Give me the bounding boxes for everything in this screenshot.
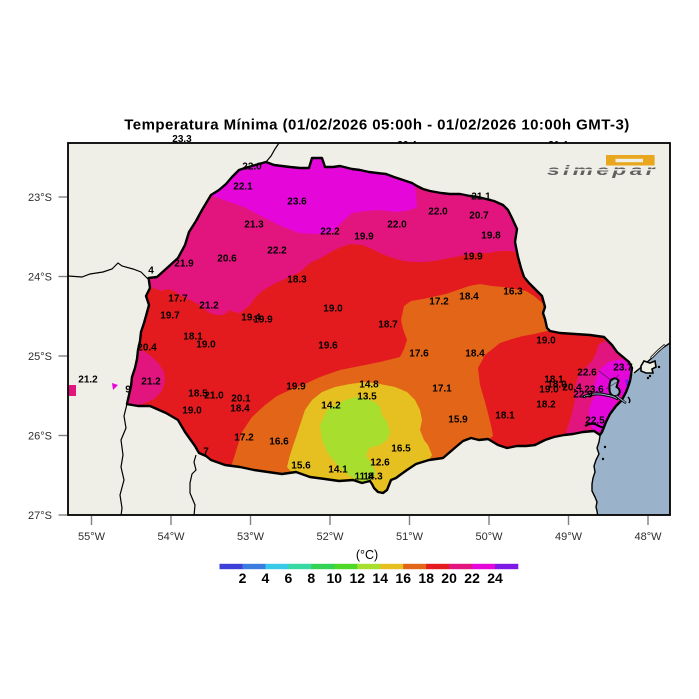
svg-text:19.0: 19.0 — [323, 304, 343, 315]
svg-text:20.7: 20.7 — [469, 211, 489, 222]
svg-text:25°S: 25°S — [28, 351, 52, 363]
svg-text:22.2: 22.2 — [320, 227, 340, 238]
svg-text:20.4: 20.4 — [137, 343, 157, 354]
svg-text:18: 18 — [418, 570, 434, 586]
svg-text:19.4: 19.4 — [241, 313, 261, 324]
svg-text:18.5: 18.5 — [188, 389, 208, 400]
svg-text:8: 8 — [307, 570, 315, 586]
svg-text:54°W: 54°W — [157, 531, 185, 543]
svg-text:21.2: 21.2 — [141, 377, 161, 388]
svg-text:55°W: 55°W — [78, 531, 106, 543]
svg-text:22.0: 22.0 — [242, 162, 262, 173]
svg-text:17.2: 17.2 — [234, 433, 254, 444]
svg-text:18.0: 18.0 — [547, 380, 567, 391]
svg-text:17.7: 17.7 — [168, 294, 188, 305]
svg-text:19.0: 19.0 — [196, 340, 216, 351]
svg-text:12: 12 — [350, 570, 366, 586]
svg-text:51°W: 51°W — [396, 531, 424, 543]
svg-text:18.2: 18.2 — [536, 400, 556, 411]
svg-text:15.9: 15.9 — [448, 415, 468, 426]
svg-text:18.1: 18.1 — [183, 332, 203, 343]
svg-text:17.1: 17.1 — [432, 384, 452, 395]
svg-text:19.9: 19.9 — [463, 252, 483, 263]
svg-text:9: 9 — [125, 385, 131, 396]
svg-text:14.8: 14.8 — [359, 380, 379, 391]
svg-text:14.1: 14.1 — [328, 465, 348, 476]
svg-text:19.8: 19.8 — [481, 231, 501, 242]
svg-text:20.4: 20.4 — [397, 140, 417, 151]
svg-text:19.0: 19.0 — [536, 336, 556, 347]
svg-text:21.2: 21.2 — [78, 375, 98, 386]
svg-text:17.6: 17.6 — [409, 349, 429, 360]
svg-text:21.9: 21.9 — [174, 259, 194, 270]
svg-text:23.6: 23.6 — [584, 385, 604, 396]
svg-text:6: 6 — [285, 570, 293, 586]
svg-text:22.9: 22.9 — [573, 390, 593, 401]
svg-text:16: 16 — [395, 570, 411, 586]
svg-text:4: 4 — [148, 266, 154, 277]
svg-text:24°S: 24°S — [28, 272, 52, 284]
svg-text:18.1: 18.1 — [544, 375, 564, 386]
svg-text:27°S: 27°S — [28, 510, 52, 522]
svg-text:22.6: 22.6 — [577, 368, 597, 379]
svg-text:20.6: 20.6 — [217, 254, 237, 265]
svg-text:22.5: 22.5 — [585, 416, 605, 427]
svg-text:14.2: 14.2 — [321, 401, 341, 412]
svg-text:18.1: 18.1 — [495, 411, 515, 422]
svg-text:15.6: 15.6 — [291, 461, 311, 472]
svg-text:22.0: 22.0 — [387, 220, 407, 231]
svg-text:22.2: 22.2 — [267, 246, 287, 257]
svg-text:23.6: 23.6 — [287, 197, 307, 208]
svg-text:18.4: 18.4 — [230, 404, 250, 415]
svg-text:16.6: 16.6 — [269, 437, 289, 448]
svg-text:23.7: 23.7 — [613, 363, 633, 374]
svg-text:21.2: 21.2 — [199, 301, 219, 312]
svg-text:18.4: 18.4 — [459, 292, 479, 303]
svg-text:14.3: 14.3 — [363, 472, 383, 483]
svg-text:10: 10 — [327, 570, 343, 586]
svg-text:21.3: 21.3 — [244, 220, 264, 231]
svg-text:11.8: 11.8 — [355, 472, 374, 483]
svg-text:52°W: 52°W — [316, 531, 344, 543]
svg-text:19.7: 19.7 — [160, 311, 180, 322]
svg-text:18.7: 18.7 — [378, 320, 398, 331]
svg-text:23°S: 23°S — [28, 192, 52, 204]
svg-text:19.0: 19.0 — [539, 385, 559, 396]
svg-text:14: 14 — [372, 570, 388, 586]
svg-text:7: 7 — [203, 447, 209, 458]
svg-text:21.4: 21.4 — [548, 140, 568, 151]
svg-text:20: 20 — [441, 570, 457, 586]
svg-text:19.9: 19.9 — [286, 382, 306, 393]
svg-text:24: 24 — [487, 570, 503, 586]
svg-text:22.0: 22.0 — [428, 207, 448, 218]
svg-text:22: 22 — [464, 570, 480, 586]
svg-text:16.3: 16.3 — [503, 287, 523, 298]
svg-text:16.5: 16.5 — [391, 444, 411, 455]
svg-text:49°W: 49°W — [555, 531, 583, 543]
svg-text:(°C): (°C) — [356, 548, 378, 562]
svg-text:19.9: 19.9 — [253, 315, 273, 326]
svg-text:12.6: 12.6 — [370, 458, 390, 469]
svg-text:20.4: 20.4 — [562, 383, 582, 394]
svg-text:20.1: 20.1 — [231, 394, 251, 405]
svg-text:53°W: 53°W — [237, 531, 265, 543]
svg-text:2: 2 — [239, 570, 247, 586]
svg-text:4: 4 — [262, 570, 270, 586]
svg-text:21.1: 21.1 — [471, 192, 491, 203]
svg-text:26°S: 26°S — [28, 431, 52, 443]
svg-text:23.3: 23.3 — [172, 134, 192, 145]
svg-text:19.0: 19.0 — [182, 406, 202, 417]
svg-text:50°W: 50°W — [475, 531, 503, 543]
svg-text:18.4: 18.4 — [465, 349, 485, 360]
svg-text:18.3: 18.3 — [287, 275, 307, 286]
svg-text:13.5: 13.5 — [357, 392, 377, 403]
svg-text:19.6: 19.6 — [318, 341, 338, 352]
svg-text:48°W: 48°W — [634, 531, 662, 543]
svg-text:21.0: 21.0 — [204, 391, 224, 402]
svg-text:Temperatura Mínima (01/02/2026: Temperatura Mínima (01/02/2026 05:00h - … — [124, 117, 629, 134]
svg-text:22.1: 22.1 — [233, 182, 253, 193]
svg-text:17.2: 17.2 — [429, 297, 449, 308]
svg-text:19.9: 19.9 — [354, 232, 374, 243]
